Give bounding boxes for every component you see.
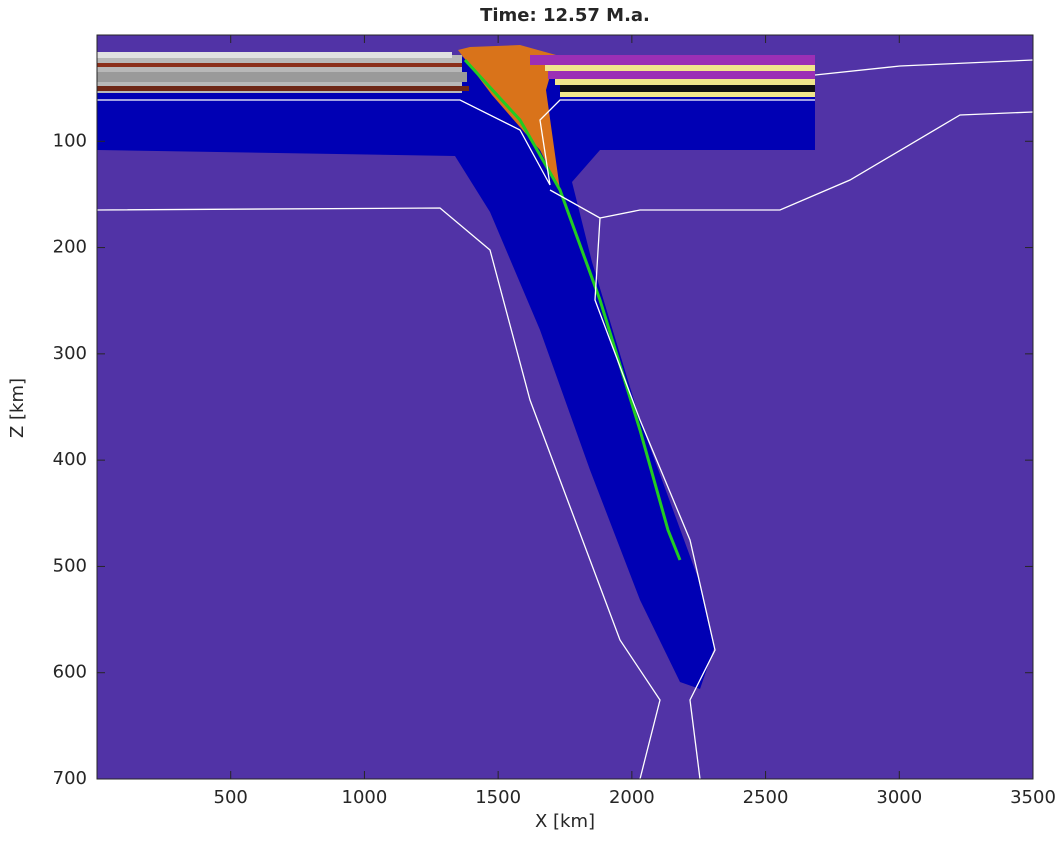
y-tick-label: 500: [53, 555, 87, 576]
y-tick-label: 700: [53, 768, 87, 789]
x-tick-label: 3500: [1010, 787, 1056, 808]
x-tick-label: 2000: [609, 787, 655, 808]
x-tick-label: 500: [214, 787, 248, 808]
y-tick-label: 400: [53, 449, 87, 470]
x-tick-label: 1500: [475, 787, 521, 808]
chart-title: Time: 12.57 M.a.: [480, 5, 650, 26]
x-tick-label: 2500: [743, 787, 789, 808]
x-axis-label: X [km]: [535, 811, 595, 832]
y-tick-label: 100: [53, 130, 87, 151]
y-axis-label: Z [km]: [7, 378, 28, 438]
axes-frame: [96, 34, 1034, 780]
model-field: [97, 35, 1033, 779]
y-tick-label: 200: [53, 237, 87, 258]
y-tick-label: 300: [53, 343, 87, 364]
x-tick-label: 1000: [342, 787, 388, 808]
y-tick-label: 600: [53, 662, 87, 683]
x-tick-label: 3000: [876, 787, 922, 808]
